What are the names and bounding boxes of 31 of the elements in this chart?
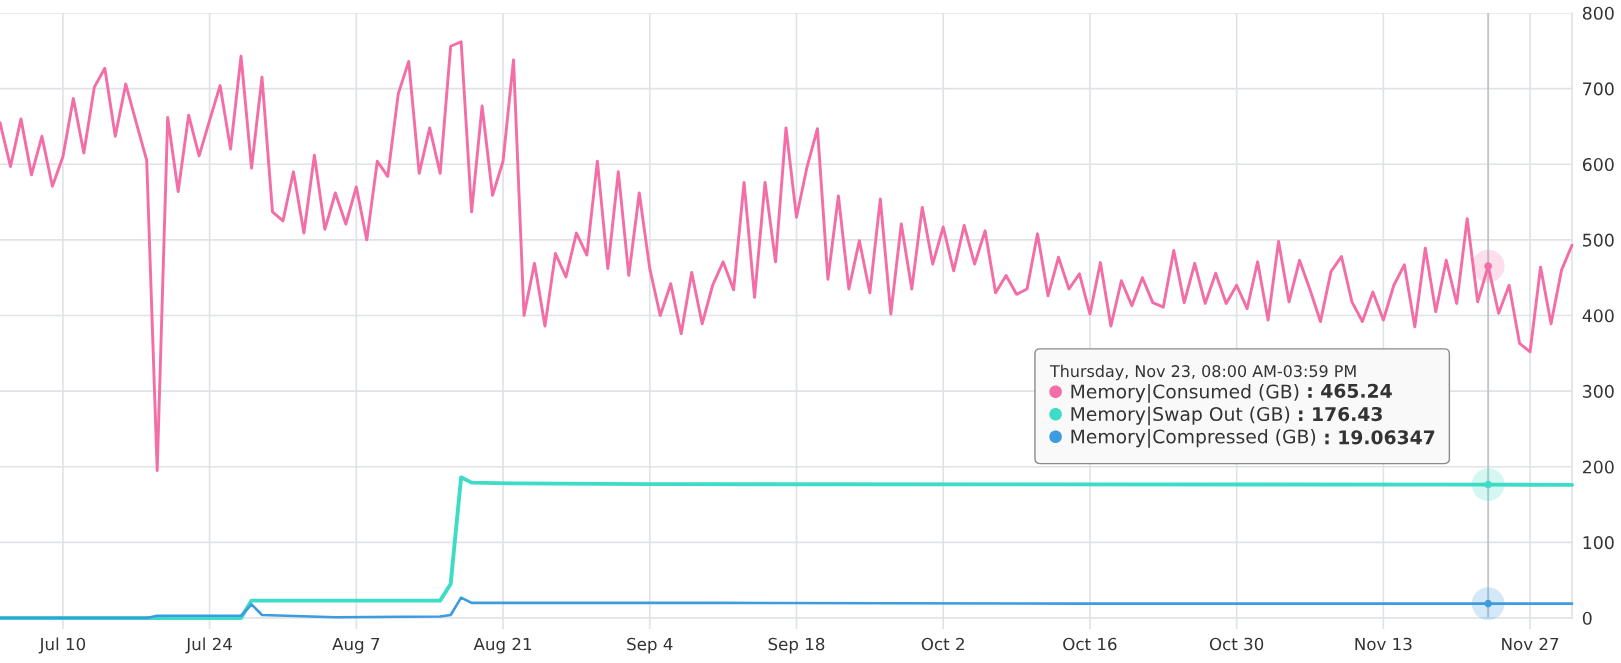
point bbox=[1471, 249, 1505, 283]
y-tick-label: 0 bbox=[1582, 611, 1592, 625]
x-tick-label: Oct 2 bbox=[921, 637, 964, 651]
legend-label: Memory|Consumed (GB) bbox=[1071, 383, 1299, 403]
y-tick-label: 300 bbox=[1583, 384, 1614, 398]
x-tick-label: Jul 10 bbox=[38, 637, 86, 654]
annotation: : 465.24 bbox=[1308, 383, 1392, 398]
legend-label: Memory|Swap Out (GB) bbox=[1071, 406, 1290, 426]
annotation: : 19.06347 bbox=[1325, 430, 1435, 445]
y-tick-label: 800 bbox=[1582, 6, 1614, 20]
line-series bbox=[0, 40, 1574, 472]
x-tick-label: Oct 16 bbox=[1063, 637, 1117, 651]
x-tick-label: Oct 30 bbox=[1209, 637, 1264, 651]
point bbox=[1471, 587, 1505, 621]
x-tick-label: Aug 7 bbox=[332, 637, 380, 654]
y-tick-label: 600 bbox=[1582, 157, 1614, 172]
x-tick-label: Nov 13 bbox=[1355, 637, 1412, 651]
legend-label: Memory|Compressed (GB) bbox=[1071, 428, 1316, 448]
x-tick-label: Nov 27 bbox=[1502, 637, 1559, 651]
point bbox=[1471, 468, 1505, 502]
annotation: : 176.43 bbox=[1299, 406, 1382, 422]
y-tick-label: 500 bbox=[1583, 233, 1614, 247]
y-tick-label: 400 bbox=[1582, 309, 1614, 323]
y-tick-label: 700 bbox=[1583, 82, 1614, 96]
x-tick-label: Jul 24 bbox=[185, 637, 232, 654]
x-tick-label: Sep 18 bbox=[768, 637, 825, 654]
legend-title: Thursday, Nov 23, 08:00 AM-03:59 PM bbox=[1049, 364, 1356, 381]
y-tick-label: 200 bbox=[1582, 460, 1614, 474]
y-tick-label: 100 bbox=[1583, 536, 1614, 550]
x-tick-label: Sep 4 bbox=[627, 637, 673, 654]
x-tick-label: Aug 21 bbox=[473, 637, 532, 654]
